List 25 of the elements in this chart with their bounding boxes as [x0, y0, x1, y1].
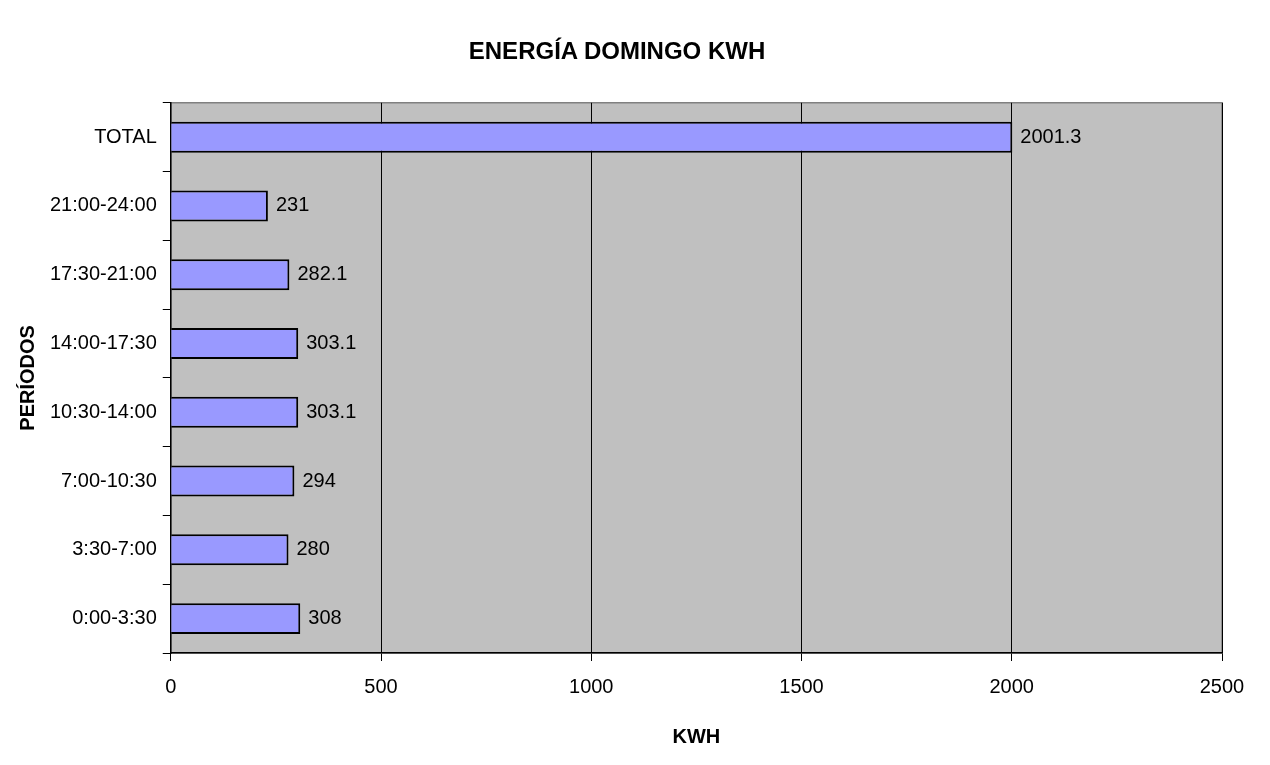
x-tick-label: 1500 [779, 674, 824, 697]
data-label: 294 [302, 468, 336, 491]
data-label: 308 [308, 606, 342, 629]
data-label: 303.1 [306, 399, 357, 422]
data-label: 231 [275, 193, 310, 216]
y-tick-label: 10:30-14:00 [49, 399, 157, 422]
y-tick-label: 17:30-21:00 [49, 262, 157, 285]
y-tick-label: 21:00-24:00 [49, 193, 157, 216]
y-tick-label: 0:00-3:30 [72, 606, 157, 629]
x-tick-label: 0 [165, 674, 177, 697]
data-label: 280 [296, 537, 330, 560]
x-tick-label: 500 [364, 674, 398, 697]
y-axis-title: PERÍODOS [15, 325, 38, 431]
data-label: 282.1 [297, 262, 348, 285]
x-tick-label: 1000 [569, 674, 614, 697]
chart-title: ENERGÍA DOMINGO KWH [468, 37, 766, 65]
x-tick-label: 2000 [989, 674, 1034, 697]
x-tick-label: 2500 [1199, 674, 1245, 697]
y-tick-label: 14:00-17:30 [49, 331, 157, 354]
y-tick-label: 3:30-7:00 [72, 537, 157, 560]
y-tick-label: TOTAL [94, 124, 157, 147]
data-label: 303.1 [306, 331, 357, 354]
x-axis-title: KWH [672, 724, 721, 747]
y-tick-label: 7:00-10:30 [61, 468, 157, 491]
data-label: 2001.3 [1020, 124, 1082, 147]
